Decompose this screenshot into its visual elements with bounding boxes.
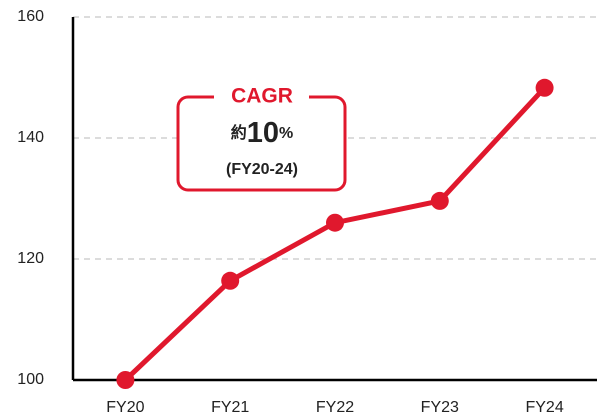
point [430, 191, 449, 210]
y-tick-label: 160 [17, 8, 44, 25]
annotation-title: CAGR [231, 85, 293, 108]
annotation-period: (FY20-24) [226, 161, 298, 178]
annotation-text: 約10% [231, 117, 294, 149]
x-tick-label: FY20 [106, 399, 144, 416]
y-tick-label: 100 [17, 371, 44, 388]
point [535, 78, 554, 97]
x-tick-label: FY24 [525, 399, 563, 416]
point [221, 271, 240, 290]
point [116, 371, 135, 389]
y-tick-label: 120 [17, 250, 44, 267]
x-tick-label: FY23 [421, 399, 459, 416]
y-tick-label: 140 [17, 129, 44, 146]
annotation-title-bg [214, 86, 309, 108]
x-tick-label: FY22 [316, 399, 354, 416]
point [326, 213, 344, 232]
annotation-prefix: 約 [231, 123, 247, 142]
annotation-suffix: % [279, 125, 293, 142]
annotation-value: 10 [247, 117, 279, 149]
x-tick-label: FY21 [211, 399, 249, 416]
